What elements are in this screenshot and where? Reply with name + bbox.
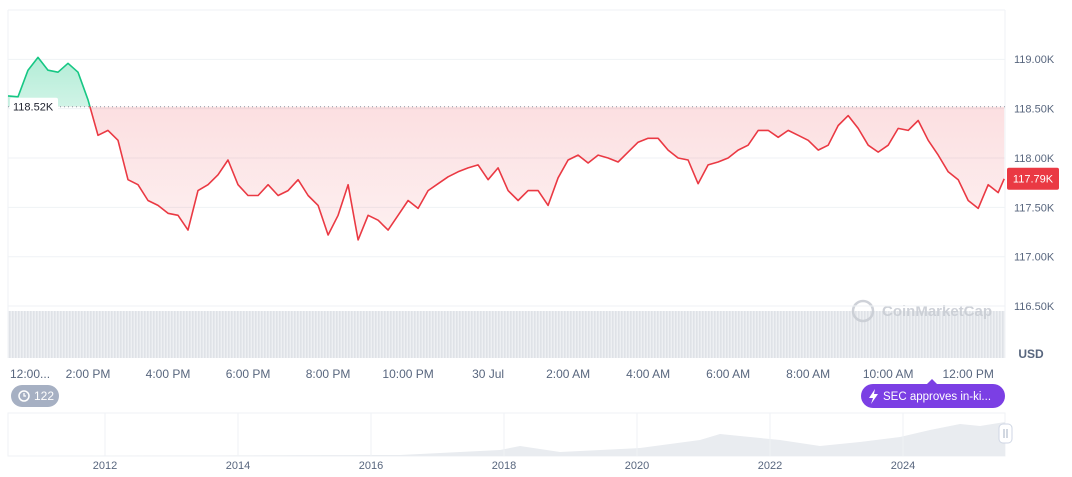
navigator-handle[interactable]: [998, 423, 1013, 444]
navigator-label: 2016: [359, 460, 383, 472]
price-area: [8, 57, 1005, 240]
badge-icon-hands: [23, 393, 26, 397]
x-tick-label: 30 Jul: [472, 367, 504, 381]
watermark-logo: [851, 299, 875, 323]
x-tick-label: 8:00 AM: [786, 367, 830, 381]
volume-bars: [8, 311, 1005, 358]
x-tick-label: 2:00 PM: [66, 367, 111, 381]
navigator-label: 2012: [93, 460, 117, 472]
navigator-label: 2024: [891, 460, 915, 472]
x-tick-label: 10:00 AM: [863, 367, 914, 381]
navigator-label: 2014: [226, 460, 250, 472]
event-text: SEC approves in-ki...: [883, 391, 991, 403]
watermark: CoinMarketCap: [851, 299, 992, 323]
event-pointer: [926, 379, 938, 385]
y-tick-label: 119.00K: [1014, 54, 1055, 66]
x-tick-label: 12:00...: [10, 367, 50, 381]
last-price-label: 117.79K: [1013, 174, 1054, 186]
x-tick-label: 2:00 AM: [546, 367, 590, 381]
y-tick-label: 117.50K: [1014, 202, 1055, 214]
baseline-label: 118.52K: [13, 102, 54, 114]
x-tick-label: 4:00 PM: [146, 367, 191, 381]
event-badge[interactable]: SEC approves in-ki...: [861, 379, 1005, 408]
x-tick-label: 10:00 PM: [382, 367, 433, 381]
event-icon: [869, 389, 878, 404]
y-tick-label: 118.00K: [1014, 153, 1055, 165]
y-unit: USD: [1018, 347, 1044, 361]
x-tick-label: 12:00 PM: [943, 367, 994, 381]
event-bg: [861, 384, 1005, 408]
navigator-area: [8, 422, 1005, 456]
x-tick-label: 6:00 AM: [706, 367, 750, 381]
x-tick-label: 6:00 PM: [226, 367, 271, 381]
navigator-label: 2020: [625, 460, 649, 472]
y-tick-label: 116.50K: [1014, 301, 1055, 313]
y-tick-label: 118.50K: [1014, 104, 1055, 116]
x-tick-label: 8:00 PM: [306, 367, 351, 381]
badge-count: 122: [34, 389, 54, 403]
y-tick-label: 117.00K: [1014, 252, 1055, 264]
baseline-tag: [10, 97, 58, 116]
badge-icon: [18, 390, 30, 402]
navigator-label: 2022: [758, 460, 782, 472]
x-tick-label: 4:00 AM: [626, 367, 670, 381]
last-price-tag: [1007, 167, 1059, 190]
navigator-label: 2018: [492, 460, 516, 472]
events-badge[interactable]: 122: [11, 385, 59, 407]
price-line: [7, 56, 1005, 241]
watermark-text: CoinMarketCap: [882, 303, 992, 320]
